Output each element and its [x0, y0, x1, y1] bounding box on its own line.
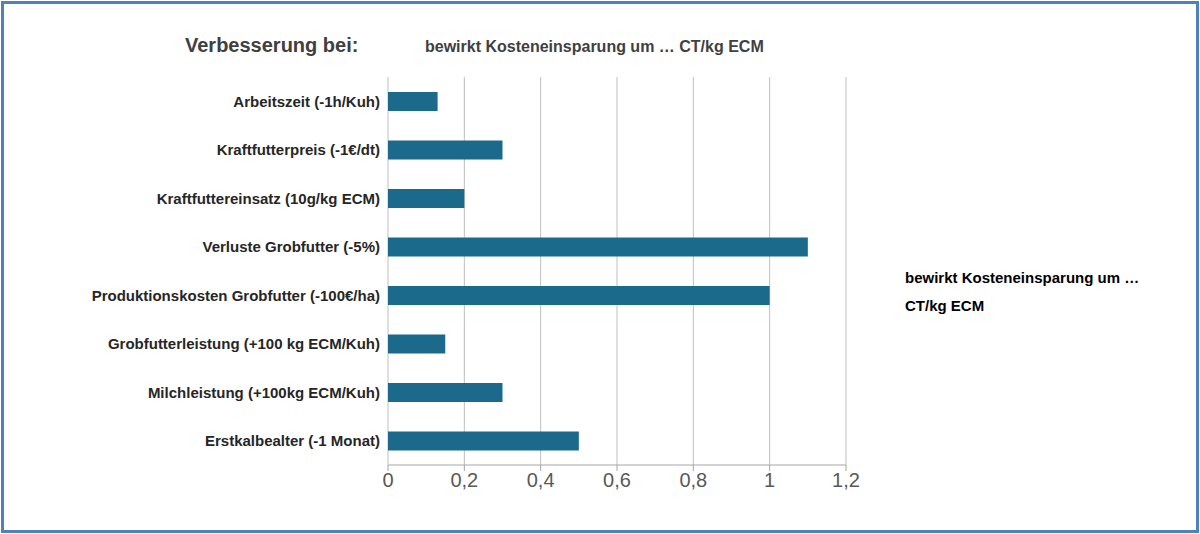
- svg-text:0,4: 0,4: [527, 469, 555, 491]
- svg-text:0,8: 0,8: [679, 469, 707, 491]
- html-text:bewirkt Kosteneinsparung um …: bewirkt Kosteneinsparung um … CT/kg ECM: [425, 38, 764, 55]
- html-text:Verbesserung bei:: Verbesserung bei:: [185, 34, 359, 56]
- svg-text:Verluste Grobfutter (-5%): Verluste Grobfutter (-5%): [202, 238, 380, 255]
- svg-text:0: 0: [382, 469, 393, 491]
- svg-text:Arbeitszeit (-1h/Kuh): Arbeitszeit (-1h/Kuh): [233, 93, 380, 110]
- svg-text:Kraftfutterpreis (-1€/dt): Kraftfutterpreis (-1€/dt): [217, 141, 380, 158]
- svg-text:1,2: 1,2: [832, 469, 860, 491]
- svg-text:Produktionskosten Grobfutter (: Produktionskosten Grobfutter (-100€/ha): [92, 287, 380, 304]
- svg-text:0,6: 0,6: [603, 469, 631, 491]
- svg-text:Grobfutterleistung (+100 kg EC: Grobfutterleistung (+100 kg ECM/Kuh): [108, 335, 380, 352]
- svg-text:Kraftfuttereinsatz (10g/kg ECM: Kraftfuttereinsatz (10g/kg ECM): [157, 190, 380, 207]
- svg-text:Milchleistung (+100kg ECM/Kuh): Milchleistung (+100kg ECM/Kuh): [148, 384, 380, 401]
- svg-text:1: 1: [764, 469, 775, 491]
- svg-text:0,2: 0,2: [450, 469, 478, 491]
- svg-text:Erstkalbealter (-1 Monat): Erstkalbealter (-1 Monat): [205, 432, 380, 449]
- html-text:bewirkt Kosteneinsparung um …: bewirkt Kosteneinsparung um … CT/kg ECM: [905, 269, 1140, 314]
